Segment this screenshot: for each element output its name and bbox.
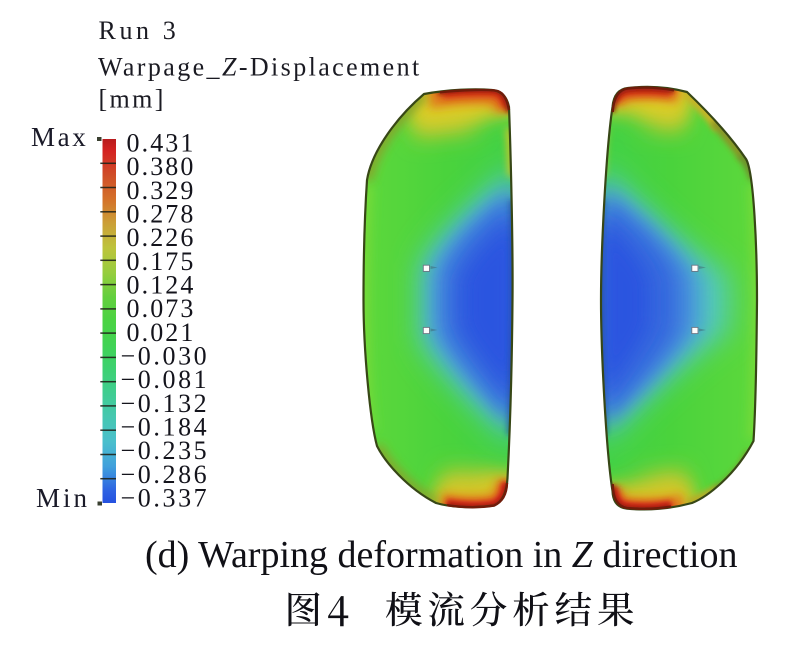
svg-text:0.278: 0.278: [127, 200, 196, 229]
svg-text:Warpage_Z-Displacement: Warpage_Z-Displacement: [98, 52, 422, 81]
svg-text:0.073: 0.073: [127, 294, 196, 323]
svg-text:−0.286: −0.286: [121, 460, 210, 489]
svg-text:0.226: 0.226: [127, 223, 196, 252]
svg-text:−0.235: −0.235: [121, 436, 210, 465]
svg-text:−0.132: −0.132: [121, 389, 210, 418]
svg-text:0.175: 0.175: [127, 247, 196, 276]
svg-text:Min: Min: [36, 483, 90, 513]
svg-text:0.124: 0.124: [127, 271, 196, 300]
svg-text:0.431: 0.431: [127, 129, 196, 158]
svg-text:0.329: 0.329: [127, 176, 196, 205]
svg-text:0.021: 0.021: [127, 318, 196, 347]
svg-text:Run 3: Run 3: [99, 16, 180, 45]
svg-text:−0.081: −0.081: [121, 365, 210, 394]
svg-text:(d) Warping deformation in Z d: (d) Warping deformation in Z direction: [145, 534, 738, 576]
svg-text:[mm]: [mm]: [99, 85, 166, 114]
svg-text:−0.030: −0.030: [121, 342, 210, 371]
svg-text:Max: Max: [31, 122, 88, 152]
svg-text:−0.337: −0.337: [121, 484, 210, 513]
svg-text:−0.184: −0.184: [121, 413, 210, 442]
svg-text:0.380: 0.380: [127, 152, 196, 181]
